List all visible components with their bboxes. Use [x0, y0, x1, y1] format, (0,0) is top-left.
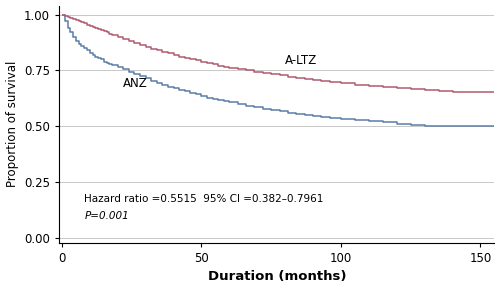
- Text: ANZ: ANZ: [124, 77, 148, 90]
- Text: Hazard ratio =0.5515  95% CI =0.382–0.7961: Hazard ratio =0.5515 95% CI =0.382–0.796…: [84, 194, 324, 204]
- X-axis label: Duration (months): Duration (months): [208, 271, 346, 284]
- Y-axis label: Proportion of survival: Proportion of survival: [6, 61, 18, 187]
- Text: P=0.001: P=0.001: [84, 211, 129, 221]
- Text: A-LTZ: A-LTZ: [285, 54, 318, 67]
